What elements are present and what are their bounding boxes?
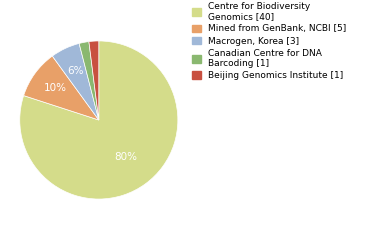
Text: 80%: 80% <box>114 152 137 162</box>
Wedge shape <box>52 43 99 120</box>
Legend: Centre for Biodiversity
Genomics [40], Mined from GenBank, NCBI [5], Macrogen, K: Centre for Biodiversity Genomics [40], M… <box>190 0 348 82</box>
Text: 10%: 10% <box>44 84 67 93</box>
Wedge shape <box>24 56 99 120</box>
Wedge shape <box>20 41 178 199</box>
Text: 6%: 6% <box>68 66 84 76</box>
Wedge shape <box>79 42 99 120</box>
Wedge shape <box>89 41 99 120</box>
